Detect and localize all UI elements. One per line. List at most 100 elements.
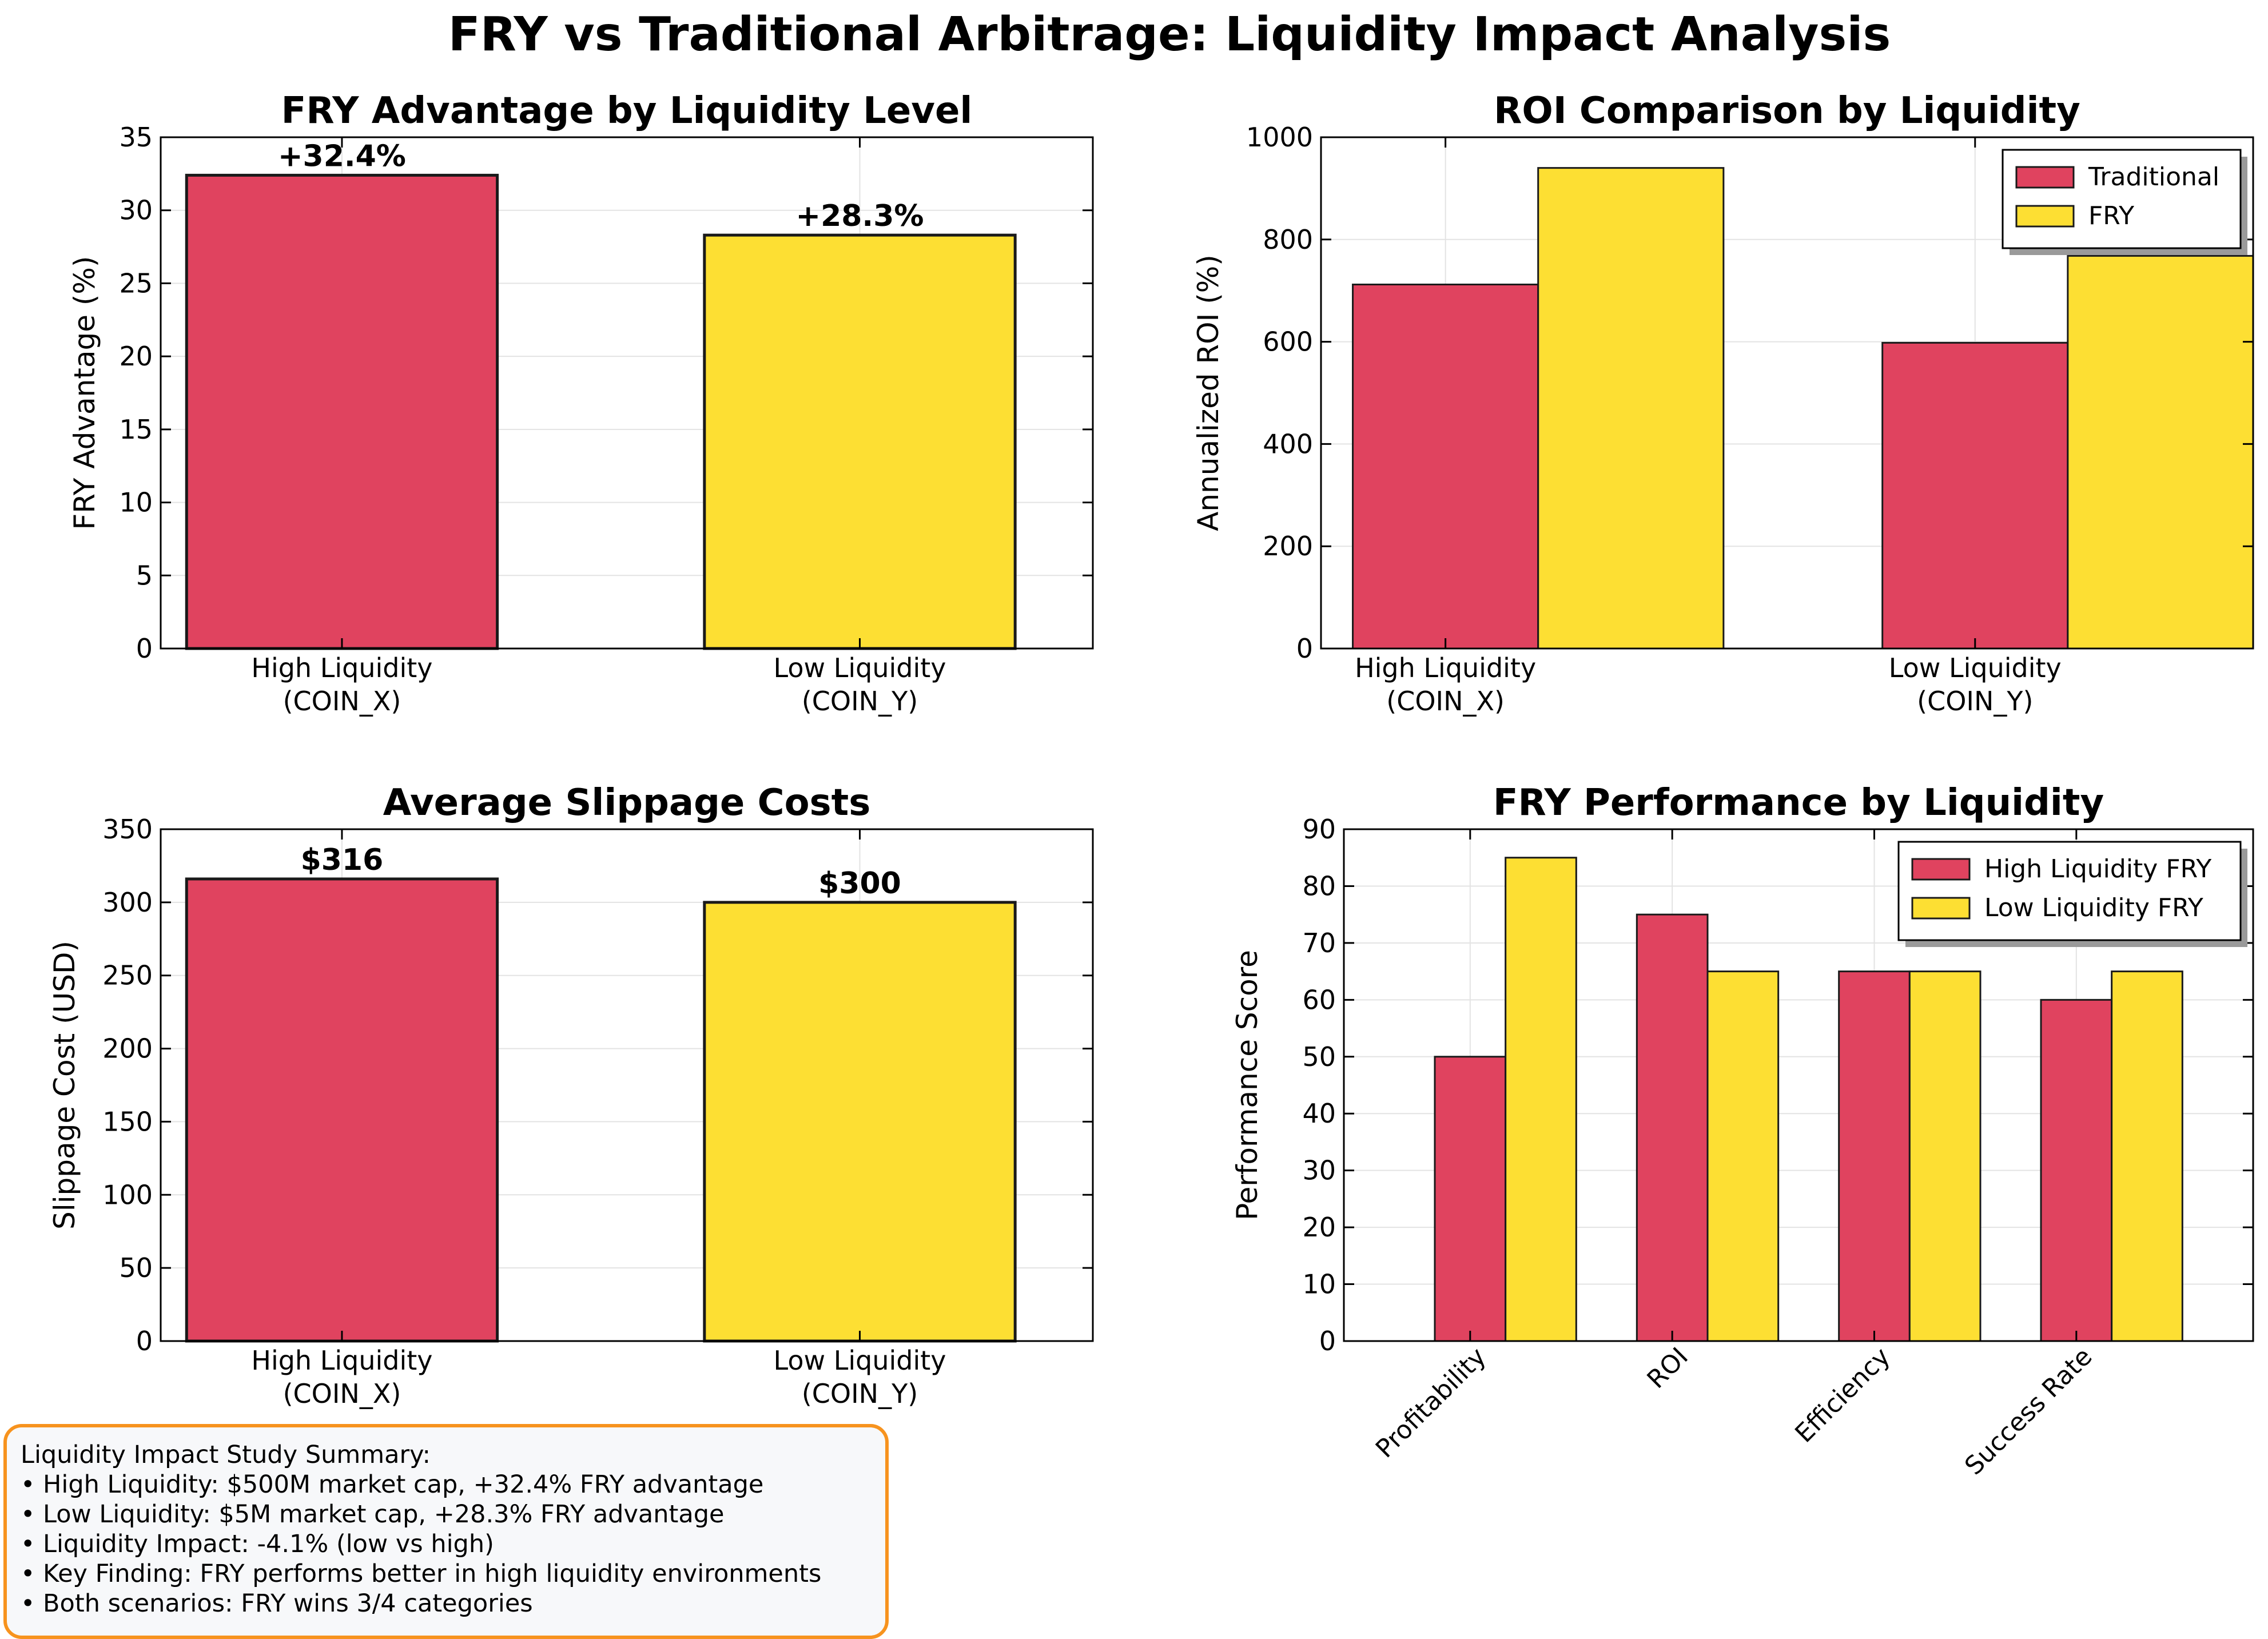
y-tick-label: 30	[119, 195, 153, 226]
x-tick-label: Profitability	[1370, 1342, 1492, 1464]
x-tick-label: Low Liquidity	[774, 653, 946, 683]
y-tick-label: 200	[1263, 531, 1313, 562]
y-tick-label: 800	[1263, 224, 1313, 255]
legend-swatch-high-liquidity-fry	[1911, 858, 1971, 881]
data-label: $316	[301, 843, 384, 877]
y-tick-label: 600	[1263, 327, 1313, 357]
x-tick-label: Efficiency	[1789, 1342, 1896, 1449]
y-tick-label: 25	[119, 268, 153, 299]
summary-box: Liquidity Impact Study Summary: • High L…	[3, 1424, 889, 1639]
y-tick-label: 90	[1302, 814, 1336, 845]
y-tick-label: 30	[1302, 1155, 1336, 1186]
plot-frame	[1343, 828, 2254, 1342]
legend-swatch-fry	[2015, 205, 2075, 228]
bar-low-liquidity-coin-y	[703, 901, 1017, 1343]
y-axis-label: Slippage Cost (USD)	[48, 941, 81, 1230]
plot-frame	[160, 828, 1094, 1342]
y-tick-label: 50	[1302, 1041, 1336, 1072]
bar-high-liquidity-fry-efficiency	[1838, 970, 1911, 1342]
x-tick-label: High Liquidity	[1355, 653, 1536, 683]
y-tick-label: 250	[102, 960, 153, 991]
legend-label-high-liquidity-fry: High Liquidity FRY	[1984, 854, 2211, 884]
x-tick-label: Low Liquidity	[1889, 653, 2062, 683]
summary-item-high-liquidity: • High Liquidity: $500M market cap, +32.…	[21, 1470, 764, 1499]
data-label: $300	[818, 866, 901, 901]
x-tick-label: Success Rate	[1959, 1342, 2098, 1481]
y-tick-label: 35	[119, 122, 153, 153]
y-tick-label: 100	[102, 1179, 153, 1210]
bar-low-liquidity-fry-success-rate	[2111, 970, 2183, 1342]
x-tick-label: (COIN_X)	[283, 686, 401, 717]
y-tick-label: 80	[1302, 870, 1336, 901]
chart-panel-2: 0 200 400 600 800 1000 High Liquidity(COIN_X) L…	[1192, 90, 2254, 717]
legend-swatch-traditional	[2015, 166, 2075, 189]
bar-fry-high-liquidity-coin-x	[1537, 167, 1725, 650]
x-tick-label: ROI	[1642, 1342, 1694, 1394]
bar-fry-low-liquidity-coin-y	[2067, 254, 2254, 650]
chart-title: Average Slippage Costs	[383, 782, 871, 824]
chart-title: FRY Advantage by Liquidity Level	[281, 90, 973, 132]
y-tick-label: 15	[119, 414, 153, 445]
y-tick-label: 0	[136, 1326, 153, 1356]
y-tick-label: 40	[1302, 1098, 1336, 1129]
y-tick-label: 200	[102, 1033, 153, 1064]
y-tick-label: 10	[119, 487, 153, 518]
summary-item-both-scenarios: • Both scenarios: FRY wins 3/4 categorie…	[21, 1589, 533, 1618]
figure-title: FRY vs Traditional Arbitrage: Liquidity …	[448, 7, 1891, 62]
y-tick-label: 350	[102, 814, 153, 845]
y-tick-label: 5	[136, 560, 153, 591]
legend-label-fry: FRY	[2088, 201, 2134, 230]
y-tick-label: 20	[119, 341, 153, 372]
y-tick-label: 70	[1302, 928, 1336, 958]
plot-frame	[160, 136, 1094, 650]
legend-label-low-liquidity-fry: Low Liquidity FRY	[1984, 893, 2203, 922]
x-tick-label: (COIN_Y)	[802, 1378, 918, 1409]
plot-frame	[1320, 136, 2254, 650]
y-tick-label: 50	[119, 1252, 153, 1283]
legend-swatch-low-liquidity-fry	[1911, 897, 1971, 920]
x-tick-label: High Liquidity	[251, 1345, 432, 1376]
y-axis-label: Performance Score	[1231, 950, 1264, 1220]
summary-item-low-liquidity: • Low Liquidity: $5M market cap, +28.3% …	[21, 1500, 725, 1529]
y-tick-label: 300	[102, 887, 153, 918]
y-tick-label: 1000	[1246, 122, 1313, 153]
x-tick-label: (COIN_Y)	[1917, 686, 2033, 717]
y-tick-label: 60	[1302, 984, 1336, 1015]
chart-title: FRY Performance by Liquidity	[1493, 782, 2104, 824]
bar-high-liquidity-fry-profitability	[1434, 1056, 1507, 1342]
y-tick-label: 10	[1302, 1269, 1336, 1300]
y-tick-label: 0	[1319, 1326, 1336, 1356]
bar-low-liquidity-fry-efficiency	[1908, 970, 1981, 1342]
bar-high-liquidity-coin-x	[185, 877, 499, 1343]
bar-traditional-low-liquidity-coin-y	[1881, 341, 2069, 650]
bar-low-liquidity-coin-y	[703, 233, 1017, 650]
y-tick-label: 20	[1302, 1212, 1336, 1243]
y-tick-label: 0	[1296, 633, 1313, 664]
bar-high-liquidity-coin-x	[185, 173, 499, 650]
bar-high-liquidity-fry-success-rate	[2040, 998, 2113, 1342]
y-axis-label: Annualized ROI (%)	[1192, 254, 1225, 531]
y-tick-label: 400	[1263, 428, 1313, 459]
x-tick-label: Low Liquidity	[774, 1345, 946, 1376]
summary-heading: Liquidity Impact Study Summary:	[21, 1441, 431, 1469]
chart-panel-3: $316 $300 0 50 100 150 200 250 300 350 High Liquid…	[48, 782, 1094, 1409]
bar-high-liquidity-fry-roi	[1636, 913, 1709, 1342]
chart-panel-4: 0 10 20 30 40 50 60 70 80 90 Profitability ROI Effic…	[1231, 782, 2254, 1481]
y-tick-label: 0	[136, 633, 153, 664]
y-axis-label: FRY Advantage (%)	[68, 256, 101, 530]
x-tick-label: High Liquidity	[251, 653, 432, 683]
legend-label-traditional: Traditional	[2088, 162, 2219, 192]
x-tick-label: (COIN_X)	[1386, 686, 1505, 717]
bar-low-liquidity-fry-roi	[1706, 970, 1780, 1342]
summary-item-key-finding: • Key Finding: FRY performs better in hi…	[21, 1560, 822, 1588]
chart-title: ROI Comparison by Liquidity	[1494, 90, 2080, 132]
summary-item-liquidity-impact: • Liquidity Impact: -4.1% (low vs high)	[21, 1530, 494, 1558]
bar-low-liquidity-fry-profitability	[1505, 857, 1577, 1342]
x-tick-label: (COIN_X)	[283, 1378, 401, 1409]
x-tick-label: (COIN_Y)	[802, 686, 918, 717]
data-label: +28.3%	[796, 199, 924, 233]
y-tick-label: 150	[102, 1106, 153, 1137]
bar-traditional-high-liquidity-coin-x	[1352, 283, 1539, 650]
